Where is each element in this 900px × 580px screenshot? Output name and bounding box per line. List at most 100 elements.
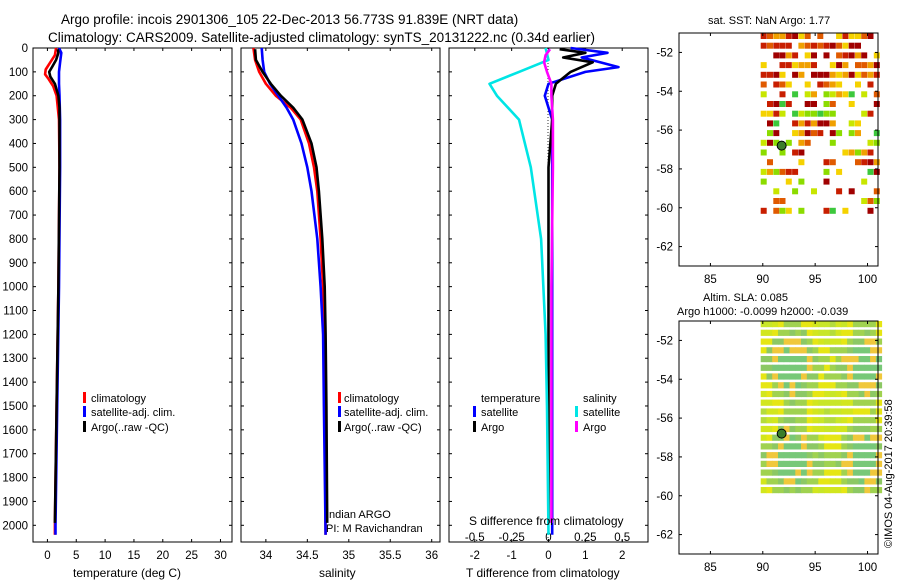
sla-cell (812, 390, 819, 398)
sla-cell (772, 347, 779, 354)
legend-swatch-satellite (83, 406, 86, 417)
sla-cell (870, 425, 877, 433)
sst-cell (767, 101, 773, 107)
sla-cell (870, 487, 877, 494)
sla-cell (772, 434, 779, 441)
sla-map-axes (678, 320, 879, 555)
sla-cell (875, 347, 883, 354)
sla-cell (870, 390, 877, 398)
sst-cell (817, 130, 824, 137)
sla-cell (795, 417, 802, 424)
sla-cell (766, 452, 773, 459)
x-tick-label: 36 (425, 550, 438, 562)
sla-cell (795, 478, 802, 485)
sla-cell (858, 452, 865, 459)
sst-cell (836, 33, 843, 39)
x-tick-label: -1 (507, 550, 517, 562)
sla-cell (835, 434, 842, 441)
lat-tick-label: -54 (656, 374, 673, 386)
sla-cell (766, 356, 773, 363)
sla-cell (801, 425, 808, 433)
sla-cell (852, 478, 860, 485)
sla-cell (795, 338, 802, 345)
sla-cell (864, 452, 871, 459)
sla-cell (766, 443, 773, 450)
sla-cell (795, 443, 802, 450)
sst-map-lon-ticks: 85 90 95 100 (704, 33, 877, 286)
sla-cell (806, 364, 813, 371)
sla-cell (801, 356, 808, 363)
sst-cell (792, 62, 799, 69)
sla-cell (835, 321, 842, 328)
depth-tick-label: 1800 (2, 473, 28, 485)
sla-cell (870, 434, 877, 441)
sst-cell (873, 198, 880, 204)
sla-cell (852, 408, 860, 415)
sla-cell (858, 373, 865, 380)
sla-cell (778, 321, 785, 328)
sla-cell (864, 364, 871, 371)
lon-tick-label: 100 (858, 562, 877, 574)
sst-cell (848, 101, 855, 107)
sla-cell (818, 478, 825, 485)
sst-cell (842, 42, 849, 49)
sla-cell (870, 382, 877, 389)
sst-cell (767, 168, 773, 175)
sla-cell (783, 390, 790, 398)
sla-cell (824, 469, 831, 476)
sla-cell (801, 417, 808, 424)
sla-cell (783, 338, 790, 345)
sst-cell (792, 130, 799, 137)
sla-cell (847, 373, 854, 380)
sst-cell (817, 110, 824, 117)
sla-cell (812, 329, 819, 336)
sla-cell (760, 373, 767, 380)
sst-cell (767, 120, 773, 127)
sla-cell (858, 443, 865, 450)
sla-cell (852, 434, 860, 441)
lat-tick-label: -62 (656, 530, 673, 542)
x-tick-label: -2 (470, 550, 480, 562)
sst-cell (785, 81, 792, 88)
sla-cell (829, 443, 836, 450)
sla-cell (818, 417, 825, 424)
sla-cell (841, 460, 848, 467)
sla-cell (858, 417, 865, 424)
sla-cell (783, 373, 790, 380)
sla-cell (829, 364, 836, 371)
sst-cell (804, 130, 811, 137)
sla-cell (812, 373, 819, 380)
sla-cell (829, 434, 836, 441)
sla-cell (824, 321, 831, 328)
sla-cell (864, 356, 871, 363)
title-line-1: Argo profile: incois 2901306_105 22-Dec-… (61, 12, 518, 27)
t-difference-xlabel: T difference from climatology (466, 566, 620, 580)
sla-cell (789, 460, 796, 467)
sst-cell (855, 42, 861, 49)
sla-cell (875, 399, 883, 406)
salinity-profiles (252, 47, 329, 535)
sla-cell (841, 338, 848, 345)
sla-cell (778, 469, 785, 476)
sla-cell (783, 469, 790, 476)
lat-tick-label: -56 (656, 125, 673, 137)
sst-cell (829, 62, 836, 69)
x-tick-label: 20 (156, 550, 169, 562)
sla-cell (806, 487, 813, 494)
sla-cell (795, 399, 802, 406)
sla-cell (829, 478, 836, 485)
sla-cell (841, 478, 848, 485)
sst-cell (760, 62, 767, 69)
sst-cell (773, 42, 780, 49)
sst-cell (760, 207, 767, 214)
sla-cell (812, 417, 819, 424)
sst-cell (836, 81, 843, 88)
sla-cell (847, 356, 854, 363)
sla-cell (852, 321, 860, 328)
depth-ticks: 0 100 200 300 400 500 600 700 800 900 1000 1100 1200… (2, 43, 232, 532)
s-diff-tick-label: 0.25 (574, 532, 596, 544)
sla-cell (766, 460, 773, 467)
sst-cell (760, 42, 767, 49)
sla-cell (852, 329, 860, 336)
sst-cell (773, 110, 780, 117)
